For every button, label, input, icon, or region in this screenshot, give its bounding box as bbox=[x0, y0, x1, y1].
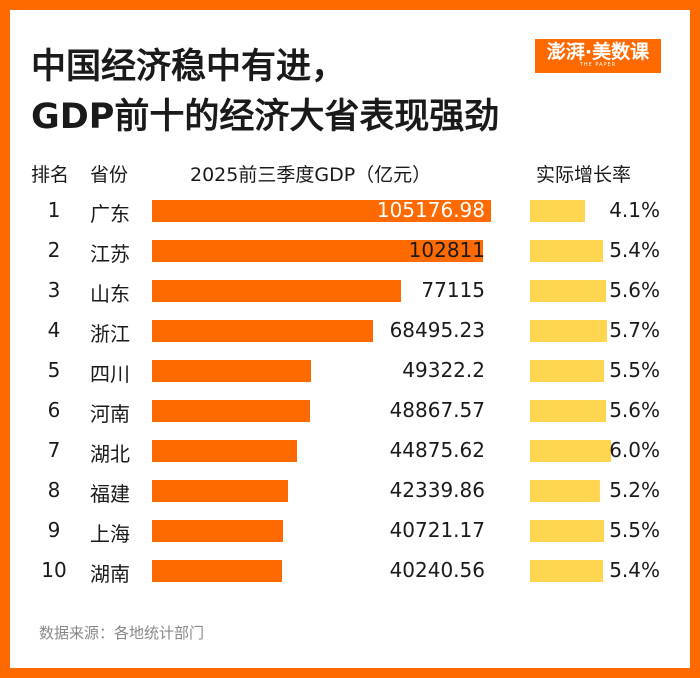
infographic-panel: 中国经济稳中有进， GDP前十的经济大省表现强劲 澎湃·美数课 THE PAPE… bbox=[10, 10, 690, 668]
rank-label: 6 bbox=[47, 398, 61, 422]
table-row: 7 湖北 44875.62 6.0% bbox=[10, 431, 690, 471]
rank-label: 7 bbox=[47, 438, 61, 462]
growth-value-label: 5.5% bbox=[609, 518, 660, 542]
title-line-2: GDP前十的经济大省表现强劲 bbox=[31, 97, 500, 137]
table-row: 3 山东 77115 5.6% bbox=[10, 271, 690, 311]
province-label: 河南 bbox=[90, 402, 130, 426]
province-label: 江苏 bbox=[90, 242, 130, 266]
gdp-bar bbox=[152, 440, 297, 462]
gdp-bar bbox=[152, 400, 310, 422]
gdp-bar bbox=[152, 320, 373, 342]
header-gdp: 2025前三季度GDP（亿元） bbox=[190, 164, 432, 186]
growth-value-label: 5.5% bbox=[609, 358, 660, 382]
growth-bar bbox=[530, 440, 611, 462]
growth-value-label: 6.0% bbox=[609, 438, 660, 462]
gdp-bar bbox=[152, 520, 284, 542]
table-row: 2 江苏 102811 5.4% bbox=[10, 231, 690, 271]
table-row: 6 河南 48867.57 5.6% bbox=[10, 391, 690, 431]
gdp-value-label: 77115 bbox=[421, 278, 485, 302]
title-line-1: 中国经济稳中有进， bbox=[31, 47, 347, 87]
header-rank: 排名 bbox=[31, 164, 70, 186]
table-row: 9 上海 40721.17 5.5% bbox=[10, 511, 690, 551]
rank-label: 2 bbox=[47, 238, 61, 262]
growth-value-label: 5.7% bbox=[609, 318, 660, 342]
growth-bar bbox=[530, 200, 586, 222]
rank-label: 9 bbox=[47, 518, 61, 542]
gdp-value-label: 68495.23 bbox=[389, 318, 485, 342]
rank-label: 4 bbox=[47, 318, 61, 342]
gdp-value-label: 105176.98 bbox=[376, 198, 485, 222]
brand-logo: 澎湃·美数课 THE PAPER bbox=[535, 39, 661, 73]
logo-subtext: THE PAPER bbox=[579, 62, 617, 68]
growth-bar bbox=[530, 480, 601, 502]
gdp-bar bbox=[152, 200, 491, 222]
table-row: 8 福建 42339.86 5.2% bbox=[10, 471, 690, 511]
growth-bar bbox=[530, 560, 603, 582]
logo-text: 澎湃·美数课 bbox=[546, 41, 650, 63]
gdp-bar bbox=[152, 560, 282, 582]
growth-bar bbox=[530, 400, 606, 422]
growth-value-label: 5.4% bbox=[609, 558, 660, 582]
growth-value-label: 4.1% bbox=[609, 198, 660, 222]
gdp-bar bbox=[152, 280, 401, 302]
rank-label: 10 bbox=[41, 558, 67, 582]
gdp-value-label: 49322.2 bbox=[402, 358, 485, 382]
rank-label: 8 bbox=[47, 478, 61, 502]
province-label: 湖南 bbox=[90, 562, 130, 586]
gdp-bar bbox=[152, 240, 484, 262]
rank-label: 3 bbox=[47, 278, 61, 302]
growth-value-label: 5.2% bbox=[609, 478, 660, 502]
gdp-value-label: 42339.86 bbox=[389, 478, 485, 502]
gdp-value-label: 102811 bbox=[408, 238, 485, 262]
growth-bar bbox=[530, 320, 607, 342]
table-row: 10 湖南 40240.56 5.4% bbox=[10, 551, 690, 591]
growth-bar bbox=[530, 240, 603, 262]
growth-value-label: 5.4% bbox=[609, 238, 660, 262]
growth-value-label: 5.6% bbox=[609, 278, 660, 302]
rank-label: 1 bbox=[47, 198, 61, 222]
gdp-value-label: 40240.56 bbox=[389, 558, 485, 582]
gdp-bar bbox=[152, 480, 289, 502]
data-source: 数据来源：各地统计部门 bbox=[39, 624, 205, 642]
gdp-value-label: 40721.17 bbox=[389, 518, 485, 542]
growth-bar bbox=[530, 280, 606, 302]
header-province: 省份 bbox=[90, 164, 129, 186]
table-row: 5 四川 49322.2 5.5% bbox=[10, 351, 690, 391]
header-growth: 实际增长率 bbox=[536, 164, 632, 186]
gdp-value-label: 44875.62 bbox=[389, 438, 485, 462]
growth-bar bbox=[530, 360, 605, 382]
province-label: 浙江 bbox=[90, 322, 130, 346]
province-label: 广东 bbox=[90, 202, 130, 226]
table-row: 4 浙江 68495.23 5.7% bbox=[10, 311, 690, 351]
growth-bar bbox=[530, 520, 605, 542]
rank-label: 5 bbox=[47, 358, 61, 382]
province-label: 福建 bbox=[90, 482, 130, 506]
gdp-bar bbox=[152, 360, 311, 382]
growth-value-label: 5.6% bbox=[609, 398, 660, 422]
table-row: 1 广东 105176.98 4.1% bbox=[10, 191, 690, 231]
gdp-value-label: 48867.57 bbox=[389, 398, 485, 422]
province-label: 上海 bbox=[90, 522, 130, 546]
province-label: 山东 bbox=[90, 282, 130, 306]
province-label: 四川 bbox=[90, 362, 130, 386]
province-label: 湖北 bbox=[90, 442, 130, 466]
